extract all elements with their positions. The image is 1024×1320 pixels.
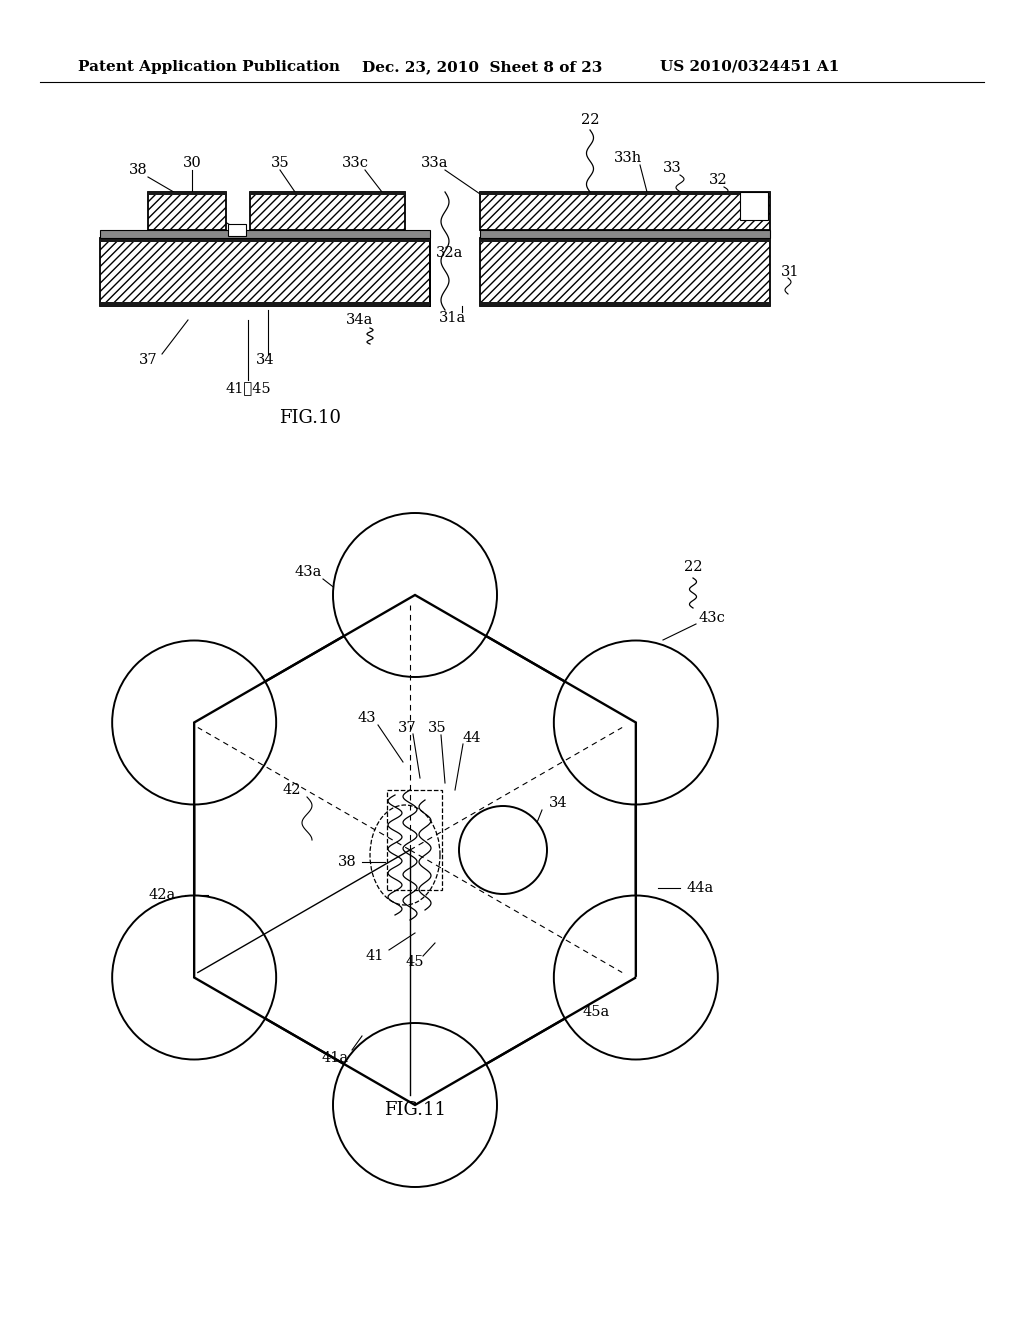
Text: Dec. 23, 2010  Sheet 8 of 23: Dec. 23, 2010 Sheet 8 of 23	[362, 59, 602, 74]
Text: 31a: 31a	[438, 312, 466, 325]
Text: FIG.10: FIG.10	[279, 409, 341, 426]
Circle shape	[113, 895, 276, 1060]
Text: 37: 37	[397, 721, 417, 735]
Text: 43: 43	[357, 711, 376, 725]
Text: 35: 35	[270, 156, 290, 170]
Text: 45: 45	[406, 954, 424, 969]
Bar	[100, 230, 430, 238]
Bar	[100, 302, 430, 306]
Text: Patent Application Publication: Patent Application Publication	[78, 59, 340, 74]
Text: 31: 31	[780, 265, 800, 279]
Bar	[480, 230, 770, 238]
Text: 22: 22	[684, 560, 702, 574]
Text: US 2010/0324451 A1: US 2010/0324451 A1	[660, 59, 840, 74]
Bar	[250, 191, 406, 230]
Bar	[148, 191, 226, 230]
Bar	[250, 191, 406, 195]
Text: 38: 38	[129, 162, 147, 177]
Text: 42: 42	[283, 783, 301, 797]
Text: 44a: 44a	[686, 880, 714, 895]
Text: 30: 30	[182, 156, 202, 170]
Bar	[480, 191, 770, 230]
Bar	[148, 191, 226, 230]
Text: 44: 44	[463, 731, 481, 744]
Text: 22: 22	[581, 114, 599, 127]
Text: 42a: 42a	[148, 888, 176, 902]
Circle shape	[459, 807, 547, 894]
Polygon shape	[195, 595, 636, 1105]
Text: 34a: 34a	[346, 313, 374, 327]
Text: 34: 34	[549, 796, 567, 810]
Text: 33: 33	[663, 161, 681, 176]
Circle shape	[554, 640, 718, 804]
Text: 41: 41	[366, 949, 384, 964]
Bar	[100, 238, 430, 306]
Text: 41～45: 41～45	[225, 381, 270, 395]
Circle shape	[333, 513, 497, 677]
Bar	[100, 238, 430, 242]
Text: 38: 38	[338, 855, 356, 869]
Bar	[740, 191, 768, 220]
Text: 41a: 41a	[322, 1051, 348, 1065]
Bar	[480, 191, 770, 195]
Bar	[250, 191, 406, 230]
Text: 43c: 43c	[698, 611, 725, 624]
Bar	[480, 302, 770, 306]
Bar	[480, 191, 770, 230]
Text: FIG.11: FIG.11	[384, 1101, 446, 1119]
Text: 33c: 33c	[341, 156, 369, 170]
Text: 32: 32	[709, 173, 727, 187]
Text: 33h: 33h	[613, 150, 642, 165]
Text: 33a: 33a	[421, 156, 449, 170]
Bar	[228, 224, 246, 236]
Circle shape	[554, 895, 718, 1060]
Bar	[100, 238, 430, 306]
Text: 34: 34	[256, 352, 274, 367]
Bar	[148, 191, 226, 195]
Circle shape	[113, 640, 276, 804]
Bar	[387, 789, 442, 890]
Bar	[480, 238, 770, 306]
Text: 32a: 32a	[436, 246, 464, 260]
Bar	[480, 238, 770, 306]
Text: 37: 37	[138, 352, 158, 367]
Text: 43a: 43a	[294, 565, 322, 579]
Text: 35: 35	[428, 721, 446, 735]
Circle shape	[333, 1023, 497, 1187]
Bar	[480, 238, 770, 242]
Text: 45a: 45a	[583, 1005, 609, 1019]
